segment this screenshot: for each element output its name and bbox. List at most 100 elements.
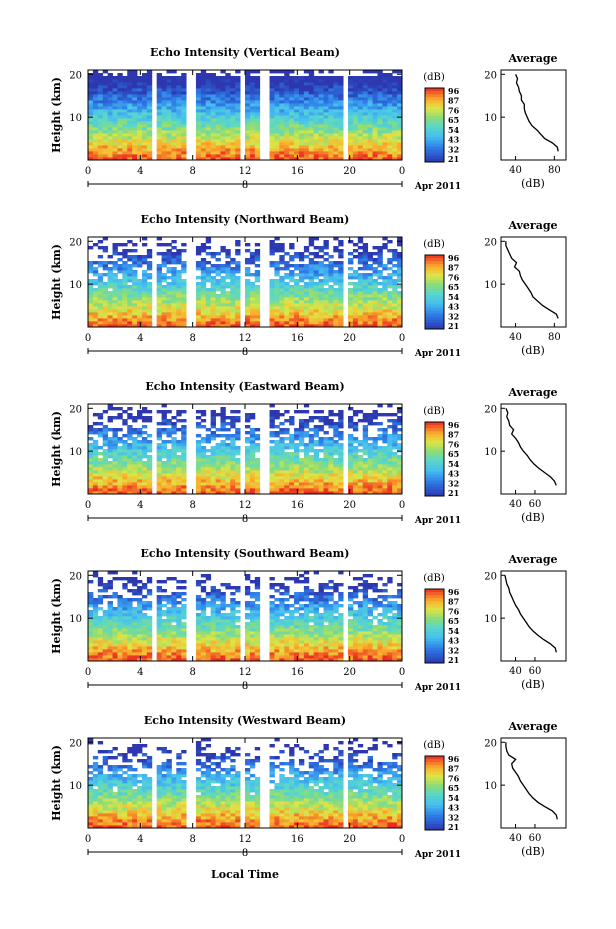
- heatmap-cell: [284, 455, 290, 459]
- heatmap-cell: [397, 300, 403, 304]
- heatmap-cell: [357, 273, 364, 277]
- heatmap-cell: [117, 130, 123, 134]
- heatmap-cell: [367, 91, 373, 95]
- heatmap-cell: [235, 103, 241, 107]
- heatmap-cell: [333, 133, 339, 137]
- heatmap-cell: [92, 607, 99, 611]
- heatmap-cell: [176, 449, 182, 453]
- heatmap-cell: [117, 142, 123, 146]
- heatmap-cell: [141, 476, 148, 480]
- heatmap-cell: [200, 306, 207, 310]
- heatmap-cell: [210, 455, 216, 459]
- heatmap-cell: [166, 655, 172, 659]
- heatmap-cell: [215, 464, 221, 468]
- heatmap-cell: [235, 479, 241, 483]
- heatmap-cell: [352, 270, 359, 274]
- heatmap-cell: [269, 100, 275, 104]
- heatmap-cell: [362, 416, 369, 420]
- heatmap-cell: [362, 479, 369, 483]
- heatmap-cell: [215, 121, 221, 125]
- heatmap-cell: [127, 73, 133, 77]
- heatmap-cell: [362, 309, 369, 313]
- heatmap-cell: [181, 91, 187, 95]
- heatmap-cell: [156, 303, 162, 307]
- heatmap-cell: [122, 270, 128, 274]
- heatmap-cell: [146, 291, 153, 295]
- colorbar-swatch: [425, 304, 444, 308]
- heatmap-cell: [161, 610, 167, 614]
- heatmap-cell: [323, 88, 329, 92]
- heatmap-cell: [122, 452, 128, 456]
- heatmap-cell: [166, 431, 172, 435]
- heatmap-cell: [107, 76, 113, 80]
- heatmap-cell: [348, 488, 354, 492]
- heatmap-cell: [333, 118, 339, 122]
- heatmap-cell: [97, 315, 104, 319]
- heatmap-cell: [210, 416, 216, 420]
- heatmap-cell: [215, 458, 221, 462]
- heatmap-cell: [333, 315, 339, 319]
- heatmap-cell: [372, 145, 378, 149]
- heatmap-cell: [338, 312, 344, 316]
- heatmap-cell: [225, 443, 231, 447]
- heatmap-cell: [289, 315, 295, 319]
- heatmap-cell: [303, 273, 310, 277]
- heatmap-cell: [387, 491, 393, 495]
- heatmap-cell: [377, 139, 383, 143]
- heatmap-cell: [225, 103, 231, 107]
- heatmap-cell: [372, 422, 378, 426]
- heatmap-cell: [294, 288, 300, 292]
- heatmap-cell: [338, 243, 344, 247]
- heatmap-cell: [328, 479, 334, 483]
- heatmap-cell: [249, 255, 256, 259]
- heatmap-cell: [382, 291, 388, 295]
- heatmap-cell: [254, 312, 261, 316]
- heatmap-cell: [195, 643, 202, 647]
- heatmap-cell: [294, 479, 300, 483]
- heatmap-cell: [348, 252, 354, 256]
- heatmap-cell: [392, 440, 398, 444]
- heatmap-cell: [92, 574, 99, 578]
- heatmap-cell: [245, 479, 251, 483]
- heatmap-cell: [274, 458, 280, 462]
- heatmap-cell: [245, 324, 251, 328]
- heatmap-cell: [333, 273, 339, 277]
- heatmap-cell: [215, 112, 221, 116]
- heatmap-cell: [269, 479, 275, 483]
- heatmap-cell: [372, 94, 378, 98]
- heatmap-cell: [397, 428, 403, 432]
- heatmap-cell: [392, 91, 398, 95]
- heatmap-cell: [88, 443, 94, 447]
- heatmap-cell: [338, 446, 344, 450]
- heatmap-cell: [254, 145, 261, 149]
- heatmap-cell: [333, 76, 339, 80]
- heatmap-cell: [245, 446, 251, 450]
- heatmap-cell: [205, 252, 212, 256]
- heatmap-cell: [235, 115, 241, 119]
- heatmap-cell: [308, 154, 315, 158]
- colorbar-tick-label: 32: [448, 478, 459, 488]
- heatmap-cell: [284, 410, 290, 414]
- heatmap-cell: [338, 321, 344, 325]
- heatmap-cell: [112, 285, 118, 289]
- heatmap-cell: [141, 324, 148, 328]
- heatmap-cell: [156, 321, 162, 325]
- heatmap-cell: [166, 294, 172, 298]
- heatmap-cell: [377, 148, 383, 152]
- heatmap-cell: [348, 130, 354, 134]
- heatmap-cell: [141, 470, 148, 474]
- heatmap-cell: [323, 112, 329, 116]
- heatmap-cell: [294, 315, 300, 319]
- heatmap-cell: [333, 97, 339, 101]
- heatmap-cell: [141, 124, 148, 128]
- heatmap-cell: [122, 103, 128, 107]
- heatmap-cell: [161, 321, 167, 325]
- heatmap-cell: [156, 443, 162, 447]
- heatmap-cell: [348, 482, 354, 486]
- heatmap-cell: [117, 598, 123, 602]
- heatmap-cell: [132, 276, 138, 280]
- heatmap-cell: [141, 595, 148, 599]
- heatmap-cell: [166, 428, 172, 432]
- heatmap-cell: [176, 109, 182, 113]
- heatmap-cell: [112, 461, 118, 465]
